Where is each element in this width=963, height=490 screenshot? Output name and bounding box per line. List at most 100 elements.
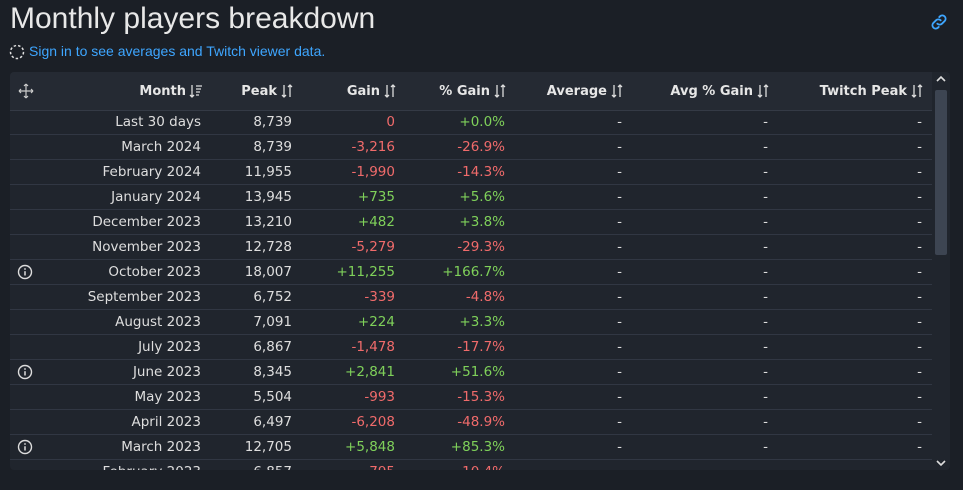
table-cell: - bbox=[617, 460, 622, 470]
column-header[interactable]: Twitch Peak bbox=[820, 72, 924, 110]
table-cell: 13,210 bbox=[244, 214, 292, 230]
table-row: September 2023 6,752 -339 -4.8% - - - bbox=[10, 285, 932, 310]
sort-icon[interactable] bbox=[383, 84, 397, 98]
sort-icon[interactable] bbox=[756, 84, 770, 98]
column-label: % Gain bbox=[439, 83, 490, 99]
table-cell: - bbox=[917, 339, 922, 355]
link-icon[interactable] bbox=[929, 12, 949, 32]
table-cell: August 2023 bbox=[115, 314, 201, 330]
scroll-thumb[interactable] bbox=[935, 90, 947, 255]
table-cell: - bbox=[917, 364, 922, 380]
table-row: February 2023 6,857 -795 -10.4% - - - bbox=[10, 460, 932, 470]
sort-icon[interactable] bbox=[910, 84, 924, 98]
scroll-up[interactable] bbox=[936, 75, 946, 83]
table-cell: July 2023 bbox=[138, 339, 201, 355]
table-cell: -29.3% bbox=[457, 239, 505, 255]
table-row: April 2023 6,497 -6,208 -48.9% - - - bbox=[10, 410, 932, 435]
table-cell: June 2023 bbox=[132, 364, 201, 380]
table-cell: +166.7% bbox=[442, 264, 505, 280]
table-cell: 8,345 bbox=[253, 364, 292, 380]
table-cell: - bbox=[763, 439, 768, 455]
table-cell: -5,279 bbox=[351, 239, 395, 255]
column-header[interactable]: % Gain bbox=[439, 72, 507, 110]
info-icon[interactable] bbox=[17, 264, 33, 280]
table-cell: - bbox=[917, 139, 922, 155]
table-cell: May 2023 bbox=[134, 389, 201, 405]
table-row: February 2024 11,955 -1,990 -14.3% - - - bbox=[10, 160, 932, 185]
table-cell: - bbox=[617, 114, 622, 130]
table-cell: - bbox=[763, 364, 768, 380]
table-cell: - bbox=[917, 414, 922, 430]
table-cell: - bbox=[763, 189, 768, 205]
table-cell: -4.8% bbox=[465, 289, 505, 305]
sort-icon[interactable] bbox=[610, 84, 624, 98]
table-cell: - bbox=[617, 139, 622, 155]
table-cell: +11,255 bbox=[336, 264, 395, 280]
sort-icon[interactable] bbox=[189, 84, 203, 98]
column-header[interactable]: Average bbox=[547, 72, 624, 110]
table-cell: - bbox=[763, 289, 768, 305]
column-header[interactable]: Avg % Gain bbox=[670, 72, 770, 110]
table-row: March 2024 8,739 -3,216 -26.9% - - - bbox=[10, 135, 932, 160]
table-cell: -10.4% bbox=[457, 460, 505, 470]
table-cell: - bbox=[917, 439, 922, 455]
table-cell: +5.6% bbox=[459, 189, 505, 205]
table-cell: 11,955 bbox=[244, 164, 292, 180]
table-row: January 2024 13,945 +735 +5.6% - - - bbox=[10, 185, 932, 210]
sort-icon[interactable] bbox=[493, 84, 507, 98]
table-cell: - bbox=[617, 414, 622, 430]
table-row: March 2023 12,705 +5,848 +85.3% - - - bbox=[10, 435, 932, 460]
table-cell: 12,705 bbox=[244, 439, 292, 455]
table-cell: - bbox=[917, 189, 922, 205]
info-icon[interactable] bbox=[17, 439, 33, 455]
scrollbar[interactable] bbox=[932, 72, 950, 470]
table-cell: - bbox=[917, 214, 922, 230]
sort-icon[interactable] bbox=[280, 84, 294, 98]
column-header[interactable]: Gain bbox=[347, 72, 397, 110]
table-cell: - bbox=[763, 414, 768, 430]
scroll-down[interactable] bbox=[936, 459, 946, 467]
table-cell: 12,728 bbox=[244, 239, 292, 255]
table-cell: +0.0% bbox=[459, 114, 505, 130]
table-cell: - bbox=[763, 139, 768, 155]
drag-icon[interactable] bbox=[18, 83, 34, 99]
table-cell: 0 bbox=[386, 114, 395, 130]
column-header[interactable]: Peak bbox=[241, 72, 294, 110]
sign-in-notice[interactable]: Sign in to see averages and Twitch viewe… bbox=[29, 43, 326, 59]
table-cell: - bbox=[917, 460, 922, 470]
page-title: Monthly players breakdown bbox=[10, 2, 376, 35]
table-cell: 6,752 bbox=[253, 289, 292, 305]
table-cell: - bbox=[617, 189, 622, 205]
table-cell: - bbox=[763, 114, 768, 130]
table-cell: February 2024 bbox=[102, 164, 201, 180]
table-cell: October 2023 bbox=[108, 264, 201, 280]
table-cell: 6,497 bbox=[253, 414, 292, 430]
table-cell: Last 30 days bbox=[115, 114, 201, 130]
column-label: Peak bbox=[241, 83, 277, 99]
table-cell: April 2023 bbox=[131, 414, 201, 430]
column-header[interactable]: Month bbox=[139, 72, 203, 110]
table-row: June 2023 8,345 +2,841 +51.6% - - - bbox=[10, 360, 932, 385]
table-cell: - bbox=[917, 239, 922, 255]
table-cell: +85.3% bbox=[450, 439, 505, 455]
table-cell: -14.3% bbox=[457, 164, 505, 180]
table-cell: 7,091 bbox=[253, 314, 292, 330]
table-cell: December 2023 bbox=[92, 214, 201, 230]
table-cell: - bbox=[617, 364, 622, 380]
table-cell: - bbox=[917, 314, 922, 330]
table-cell: - bbox=[617, 214, 622, 230]
table-cell: - bbox=[617, 389, 622, 405]
table-cell: - bbox=[763, 164, 768, 180]
info-icon[interactable] bbox=[17, 364, 33, 380]
table-cell: +482 bbox=[357, 214, 395, 230]
table-cell: - bbox=[763, 314, 768, 330]
table-cell: - bbox=[917, 289, 922, 305]
table-cell: September 2023 bbox=[87, 289, 201, 305]
table-cell: - bbox=[763, 239, 768, 255]
table-cell: +2,841 bbox=[345, 364, 395, 380]
table-cell: -3,216 bbox=[351, 139, 395, 155]
table-cell: March 2023 bbox=[121, 439, 201, 455]
table-cell: - bbox=[617, 164, 622, 180]
column-label: Twitch Peak bbox=[819, 83, 907, 99]
